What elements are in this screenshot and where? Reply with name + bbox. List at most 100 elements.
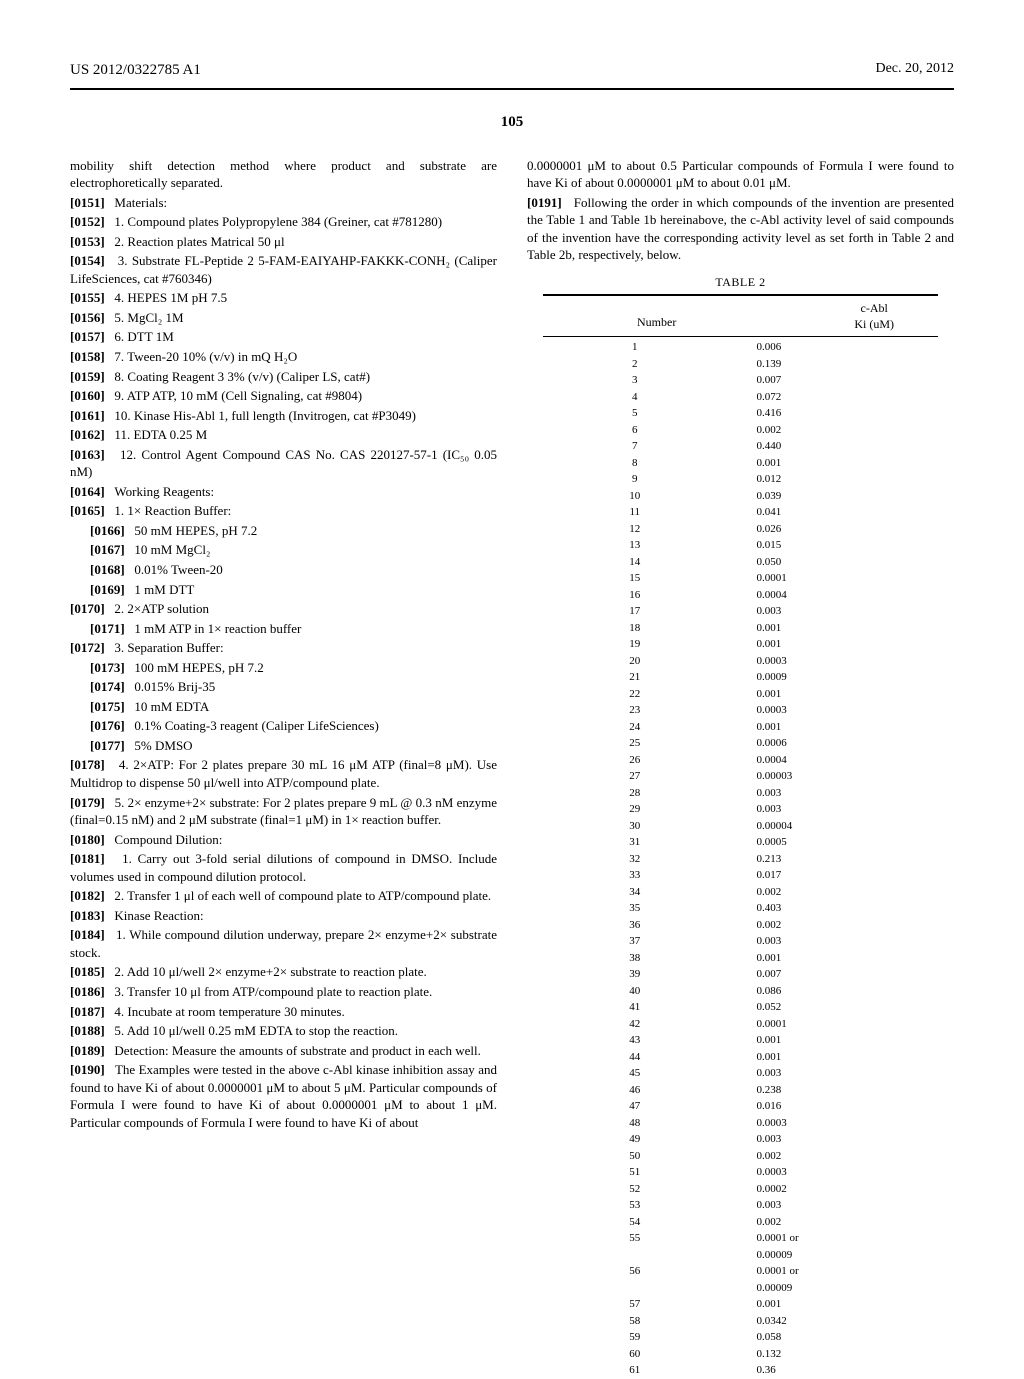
right-column: 0.0000001 μM to about 0.5 Particular com… xyxy=(527,157,954,1379)
table-cell-number: 4 xyxy=(543,389,741,406)
table-row: 230.0003 xyxy=(543,702,938,719)
para-0152: [0152] 1. Compound plates Polypropylene … xyxy=(70,213,497,231)
table-head-number: Number xyxy=(637,300,676,332)
para-0164: [0164] Working Reagents: xyxy=(70,483,497,501)
table-row: 100.039 xyxy=(543,488,938,505)
table-row: 20.139 xyxy=(543,356,938,373)
para-0174: [0174] 0.015% Brij-35 xyxy=(70,678,497,696)
table-cell-number: 54 xyxy=(543,1214,741,1231)
p-text: 0.1% Coating-3 reagent (Caliper LifeScie… xyxy=(134,718,378,733)
table-cell-number: 41 xyxy=(543,999,741,1016)
table-cell-ki: 0.0003 xyxy=(741,1164,939,1181)
table-cell-ki: 0.003 xyxy=(741,603,939,620)
table-cell-number xyxy=(543,1280,741,1297)
para-0162: [0162] 11. EDTA 0.25 M xyxy=(70,426,497,444)
p-text: 6. DTT 1M xyxy=(114,329,173,344)
table-cell-ki: 0.003 xyxy=(741,785,939,802)
table-row: 30.007 xyxy=(543,372,938,389)
para-0168: [0168] 0.01% Tween-20 xyxy=(70,561,497,579)
table-row: 330.017 xyxy=(543,867,938,884)
para-0185: [0185] 2. Add 10 μl/well 2× enzyme+2× su… xyxy=(70,963,497,981)
table-row: 0.00009 xyxy=(543,1280,938,1297)
table-cell-number: 7 xyxy=(543,438,741,455)
table-cell-number: 49 xyxy=(543,1131,741,1148)
p-text: 3. Transfer 10 μl from ATP/compound plat… xyxy=(114,984,432,999)
p-text: 2. Reaction plates Matrical 50 μl xyxy=(114,234,284,249)
table-row: 380.001 xyxy=(543,950,938,967)
table-cell-number: 21 xyxy=(543,669,741,686)
table-cell-number: 31 xyxy=(543,834,741,851)
table-cell-ki: 0.026 xyxy=(741,521,939,538)
table-cell-number: 29 xyxy=(543,801,741,818)
table-cell-ki: 0.007 xyxy=(741,966,939,983)
para-0173: [0173] 100 mM HEPES, pH 7.2 xyxy=(70,659,497,677)
para-0166: [0166] 50 mM HEPES, pH 7.2 xyxy=(70,522,497,540)
table-cell-ki: 0.017 xyxy=(741,867,939,884)
para-0179: [0179] 5. 2× enzyme+2× substrate: For 2 … xyxy=(70,794,497,829)
para-0157: [0157] 6. DTT 1M xyxy=(70,328,497,346)
table-cell-number: 48 xyxy=(543,1115,741,1132)
table-row: 370.003 xyxy=(543,933,938,950)
p-text: Materials: xyxy=(114,195,167,210)
p-text: Compound Dilution: xyxy=(114,832,222,847)
p-text: The Examples were tested in the above c-… xyxy=(70,1062,497,1130)
table-row: 210.0009 xyxy=(543,669,938,686)
table-cell-ki: 0.00009 xyxy=(741,1247,939,1264)
table-cell-number: 14 xyxy=(543,554,741,571)
page-header: US 2012/0322785 A1 Dec. 20, 2012 xyxy=(70,60,954,80)
p-text: 3. Substrate FL-Peptide 2 5-FAM-EAIYAHP-… xyxy=(70,253,497,286)
publication-date: Dec. 20, 2012 xyxy=(875,60,954,79)
p-text: 1. Carry out 3-fold serial dilutions of … xyxy=(70,851,497,884)
p-text: 10. Kinase His-Abl 1, full length (Invit… xyxy=(114,408,415,423)
table-cell-number: 26 xyxy=(543,752,741,769)
table-row: 0.00009 xyxy=(543,1247,938,1264)
table-row: 410.052 xyxy=(543,999,938,1016)
table-row: 360.002 xyxy=(543,917,938,934)
para-0165: [0165] 1. 1× Reaction Buffer: xyxy=(70,502,497,520)
table-row: 200.0003 xyxy=(543,653,938,670)
table-cell-number: 53 xyxy=(543,1197,741,1214)
para-0181: [0181] 1. Carry out 3-fold serial diluti… xyxy=(70,850,497,885)
table-cell-ki: 0.052 xyxy=(741,999,939,1016)
table-row: 480.0003 xyxy=(543,1115,938,1132)
table-cell-ki: 0.003 xyxy=(741,1131,939,1148)
para-0151: [0151] Materials: xyxy=(70,194,497,212)
table-cell-ki: 0.403 xyxy=(741,900,939,917)
table-cell-ki: 0.0006 xyxy=(741,735,939,752)
table-cell-number: 28 xyxy=(543,785,741,802)
table-cell-ki: 0.0004 xyxy=(741,587,939,604)
para-0182: [0182] 2. Transfer 1 μl of each well of … xyxy=(70,887,497,905)
table-cell-number: 9 xyxy=(543,471,741,488)
table-cell-number: 25 xyxy=(543,735,741,752)
table-cell-number: 13 xyxy=(543,537,741,554)
para-0176: [0176] 0.1% Coating-3 reagent (Caliper L… xyxy=(70,717,497,735)
para-0186: [0186] 3. Transfer 10 μl from ATP/compou… xyxy=(70,983,497,1001)
table-cell-number: 55 xyxy=(543,1230,741,1247)
table-cell-ki: 0.213 xyxy=(741,851,939,868)
table-row: 560.0001 or xyxy=(543,1263,938,1280)
table-row: 590.058 xyxy=(543,1329,938,1346)
table-cell-ki: 0.0005 xyxy=(741,834,939,851)
left-column: mobility shift detection method where pr… xyxy=(70,157,497,1379)
table-row: 510.0003 xyxy=(543,1164,938,1181)
table-row: 220.001 xyxy=(543,686,938,703)
table-row: 260.0004 xyxy=(543,752,938,769)
table-cell-number: 57 xyxy=(543,1296,741,1313)
table-row: 490.003 xyxy=(543,1131,938,1148)
table-cell-number: 61 xyxy=(543,1362,741,1379)
para-0161: [0161] 10. Kinase His-Abl 1, full length… xyxy=(70,407,497,425)
p-text: 10 mM EDTA xyxy=(134,699,209,714)
table-row: 500.002 xyxy=(543,1148,938,1165)
para-0180: [0180] Compound Dilution: xyxy=(70,831,497,849)
table-head-ki: c-Abl Ki (uM) xyxy=(854,300,894,332)
p-text: 1 mM ATP in 1× reaction buffer xyxy=(134,621,301,636)
table-row: 600.132 xyxy=(543,1346,938,1363)
para-0175: [0175] 10 mM EDTA xyxy=(70,698,497,716)
table-cell-number: 46 xyxy=(543,1082,741,1099)
para-0188: [0188] 5. Add 10 μl/well 0.25 mM EDTA to… xyxy=(70,1022,497,1040)
table-cell-ki: 0.002 xyxy=(741,884,939,901)
p-text: 11. EDTA 0.25 M xyxy=(114,427,207,442)
table-cell-ki: 0.00003 xyxy=(741,768,939,785)
p-text: Working Reagents: xyxy=(114,484,214,499)
table-row: 170.003 xyxy=(543,603,938,620)
